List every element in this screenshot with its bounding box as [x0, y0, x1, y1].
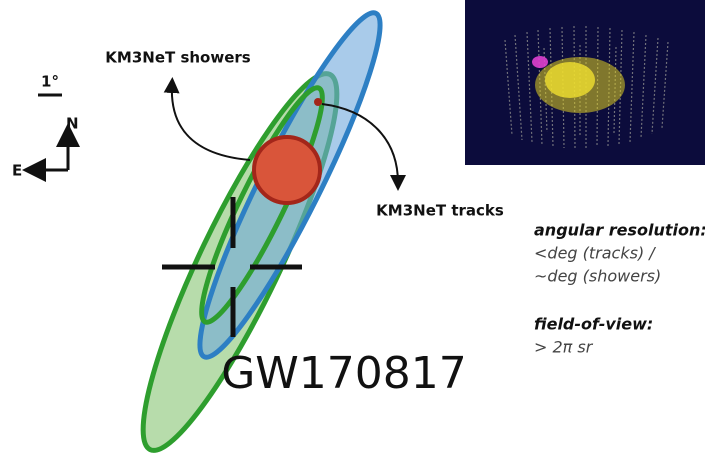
scale-label: 1° — [41, 73, 59, 91]
east-label: E — [12, 162, 22, 180]
north-label: N — [66, 115, 79, 133]
note-line: ~deg (showers) — [534, 267, 661, 286]
event-label: GW170817 — [221, 348, 467, 399]
tracks-label: KM3NeT tracks — [376, 202, 504, 220]
note-title: field-of-view: — [534, 315, 653, 334]
note-line: > 2π sr — [534, 338, 594, 357]
showers-arrow — [172, 85, 250, 160]
detector-inset — [465, 0, 705, 165]
showers-spot — [254, 137, 320, 203]
note-title: angular resolution: — [534, 221, 705, 240]
note-line: <deg (tracks) / — [534, 244, 656, 263]
showers-label: KM3NeT showers — [105, 49, 251, 67]
diagram: KM3NeT showers KM3NeT tracks 1° N E GW17… — [0, 0, 705, 461]
tracks-spot — [314, 98, 322, 106]
